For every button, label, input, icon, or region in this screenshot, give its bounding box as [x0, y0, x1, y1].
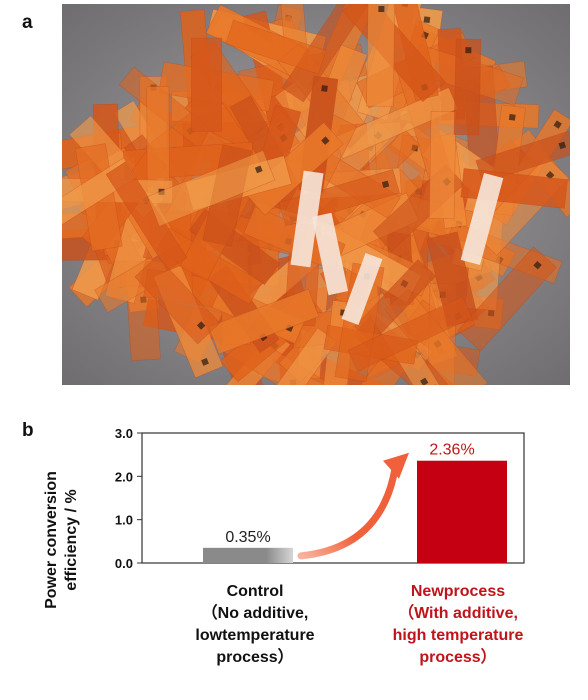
y-tick-label: 1.0 — [115, 513, 133, 528]
bar-new-process — [417, 460, 507, 563]
category-label-new-process-line1: Newprocess — [411, 583, 505, 600]
value-label-control: 0.35% — [225, 529, 270, 546]
category-label-new-process-line2: （With additive, — [398, 604, 518, 622]
improvement-arrow — [297, 452, 409, 560]
panel-label-a: a — [22, 12, 33, 33]
category-label-control-line2: （No additive, — [202, 604, 309, 622]
plot-frame — [141, 432, 525, 564]
panel-label-b: b — [22, 420, 34, 441]
category-label-new-process-line4: process） — [419, 648, 496, 666]
photo-illustration — [62, 4, 570, 385]
y-tick-label: 2.0 — [115, 469, 133, 484]
category-label-control-line4: process） — [216, 648, 293, 666]
value-label-new-process: 2.36% — [429, 442, 474, 459]
category-label-control-line3: lowtemperature — [195, 627, 314, 644]
y-tick-label: 3.0 — [115, 426, 133, 441]
efficiency-bar-chart: Power conversion efficiency / % 0.0 1.0 2.0 3… — [0, 420, 588, 700]
bar-control — [203, 547, 293, 563]
film-strip-pile — [62, 4, 570, 385]
y-tick-label: 0.0 — [115, 556, 133, 571]
y-axis-label-line1: Power conversion — [43, 471, 60, 609]
category-label-new-process-line3: high temperature — [393, 627, 524, 644]
y-axis-label-line2: efficiency / % — [63, 489, 80, 590]
chart-svg: Power conversion efficiency / % 0.0 1.0 2.0 3… — [43, 426, 525, 666]
orange-film-strips-photo — [62, 4, 570, 385]
category-label-control-line1: Control — [227, 583, 284, 600]
